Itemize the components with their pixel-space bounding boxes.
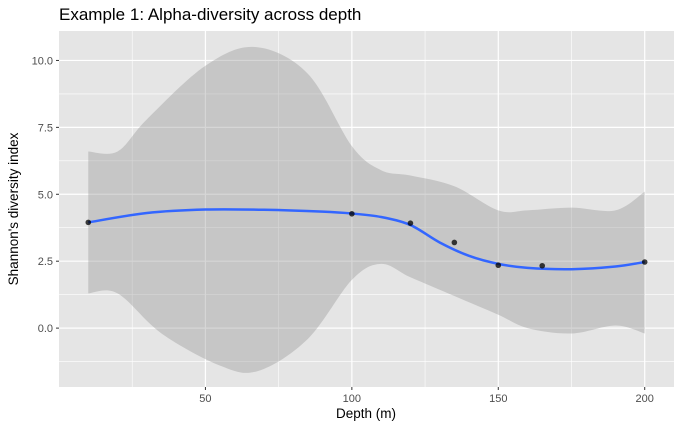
y-tick-label: 0.0	[38, 323, 53, 335]
data-point	[349, 211, 355, 217]
x-axis: 50 100 150 200	[199, 387, 654, 405]
data-point	[539, 262, 546, 269]
y-axis: 0.0 2.5 5.0 7.5 10.0	[32, 55, 59, 335]
x-tick-label: 150	[489, 393, 507, 405]
data-point	[407, 220, 414, 226]
x-tick-label: 200	[636, 393, 654, 405]
x-tick-label: 50	[199, 393, 211, 405]
x-tick-label: 100	[343, 393, 361, 405]
confidence-band	[88, 46, 645, 373]
y-axis-title: Shannon's diversity index	[6, 132, 21, 285]
y-tick-label: 10.0	[32, 55, 53, 67]
chart-title: Example 1: Alpha-diversity across depth	[59, 5, 361, 24]
data-points	[85, 211, 648, 269]
y-tick-label: 5.0	[38, 189, 53, 201]
data-point	[495, 262, 502, 269]
x-axis-title: Depth (m)	[336, 406, 396, 421]
data-point	[641, 259, 648, 265]
data-point	[85, 219, 92, 226]
y-tick-label: 2.5	[38, 256, 53, 268]
y-tick-label: 7.5	[38, 122, 53, 134]
data-point	[451, 239, 458, 246]
